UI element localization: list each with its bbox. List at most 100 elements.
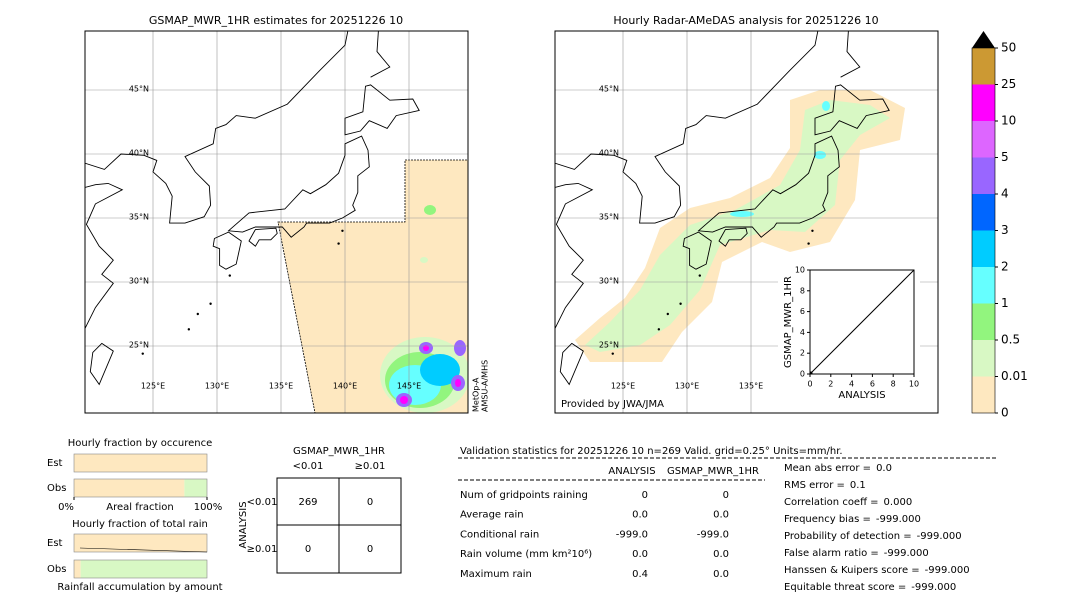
score-label: Mean abs error =	[784, 463, 871, 474]
score: Mean abs error = 0.0	[784, 463, 892, 474]
no-rain-bar	[74, 534, 207, 552]
score: RMS error = 0.1	[784, 480, 866, 491]
island	[187, 328, 191, 331]
colorbar-segment	[972, 84, 995, 121]
satellite-label: AMSU-A/MHS	[481, 360, 490, 412]
score-value: -999.000	[917, 531, 962, 542]
row-label: Obs	[47, 564, 66, 575]
island	[657, 328, 661, 331]
stat-value: 0.0	[713, 569, 729, 580]
right-map-title: Hourly Radar-AMeDAS analysis for 2025122…	[613, 14, 878, 27]
colorbar-extend	[972, 31, 995, 48]
satellite-label: MetOp-A	[472, 377, 481, 412]
score-label: Hanssen & Kuipers score =	[784, 565, 920, 576]
score-label: Equitable threat score =	[784, 582, 906, 593]
stat-label: Num of gridpoints raining	[460, 490, 588, 501]
validation-column: ANALYSIS	[608, 466, 655, 477]
score-value: -999.000	[884, 548, 929, 559]
lat-label: 40°N	[129, 149, 149, 158]
y-tick-label: 4	[800, 328, 805, 337]
precip-blobs	[380, 205, 468, 413]
bar-frame	[73, 533, 208, 553]
contingency-col: ≥0.01	[355, 461, 386, 472]
occurrence-xlabel: Areal fraction	[106, 502, 173, 513]
stat-value: 0.0	[632, 510, 648, 521]
bar-frame	[73, 453, 208, 473]
colorbar-label: 1	[1001, 296, 1009, 310]
stat-label: Conditional rain	[460, 529, 539, 540]
contingency-title: GSMAP_MWR_1HR	[293, 446, 385, 457]
contingency-cell: 0	[367, 497, 373, 508]
stat-value: -999.0	[616, 529, 648, 540]
coastline	[697, 135, 840, 238]
island	[666, 312, 669, 316]
island	[341, 229, 344, 232]
colorbar-segment	[972, 376, 995, 413]
score-label: Correlation coeff =	[784, 497, 879, 508]
stat-value: 0.0	[713, 549, 729, 560]
colorbar-label: 25	[1001, 77, 1016, 91]
coastline	[814, 84, 890, 136]
colorbar-label: 10	[1001, 114, 1016, 128]
score: Frequency bias = -999.000	[784, 514, 921, 525]
row-label: Est	[47, 458, 63, 469]
colorbar-segment	[972, 303, 995, 340]
colorbar-segment	[972, 230, 995, 267]
score: Hanssen & Kuipers score = -999.000	[784, 565, 970, 576]
coastline	[840, 31, 861, 78]
coastline	[248, 227, 278, 247]
stat-label: Maximum rain	[460, 569, 532, 580]
lon-label: 135°E	[739, 382, 763, 391]
island	[811, 229, 814, 232]
score-label: False alarm ratio =	[784, 548, 879, 559]
island	[337, 242, 340, 245]
stat-value: 0	[723, 490, 729, 501]
right-map	[555, 31, 938, 413]
left-map-frame	[84, 30, 469, 414]
analysis-rain-spot	[730, 211, 754, 217]
colorbar-segment	[972, 340, 995, 377]
no-rain-bar	[74, 454, 207, 472]
contingency-row-title: ANALYSIS	[238, 501, 249, 548]
stat-value: 0.4	[632, 569, 648, 580]
island	[228, 274, 231, 277]
x-tick-label: 4	[849, 380, 854, 389]
lat-label: 35°N	[599, 213, 619, 222]
colorbar-label: 0.01	[1001, 369, 1028, 383]
score-value: 0.000	[884, 497, 913, 508]
colorbar-label: 0.5	[1001, 333, 1020, 347]
bar-frame	[73, 559, 208, 579]
coastline	[682, 231, 712, 270]
colorbar-label: 0	[1001, 406, 1009, 420]
colorbar-label: 50	[1001, 41, 1016, 55]
stat-value: 0.0	[632, 549, 648, 560]
no-rain-bar	[74, 479, 185, 497]
row-label: Obs	[47, 483, 66, 494]
score-value: -999.000	[925, 565, 970, 576]
wedge-line	[79, 547, 208, 553]
lon-label: 130°E	[205, 382, 229, 391]
y-tick-label: 6	[800, 307, 805, 316]
colorbar-label: 4	[1001, 187, 1009, 201]
island	[807, 242, 810, 245]
row-label: Est	[47, 538, 63, 549]
diagonal	[809, 269, 915, 375]
colorbar-segment	[972, 267, 995, 304]
colorbar-segment	[972, 157, 995, 194]
coastline	[212, 231, 242, 270]
x-tick-label: 0	[807, 380, 812, 389]
score-value: 0.1	[850, 480, 866, 491]
island	[141, 352, 144, 355]
lat-label: 35°N	[129, 213, 149, 222]
lat-label: 25°N	[129, 341, 149, 350]
y-tick-label: 8	[800, 286, 805, 295]
lat-label: 25°N	[599, 341, 619, 350]
stat-label: Rain volume (mm km²10⁶)	[460, 549, 592, 560]
contingency-cell: 269	[298, 497, 317, 508]
x-tick-label: 0%	[58, 502, 74, 513]
coastline	[227, 135, 370, 238]
lon-label: 140°E	[333, 382, 357, 391]
y-tick-label: 10	[795, 266, 805, 275]
analysis-rain-spot	[814, 151, 826, 159]
scatter-point	[809, 371, 813, 375]
